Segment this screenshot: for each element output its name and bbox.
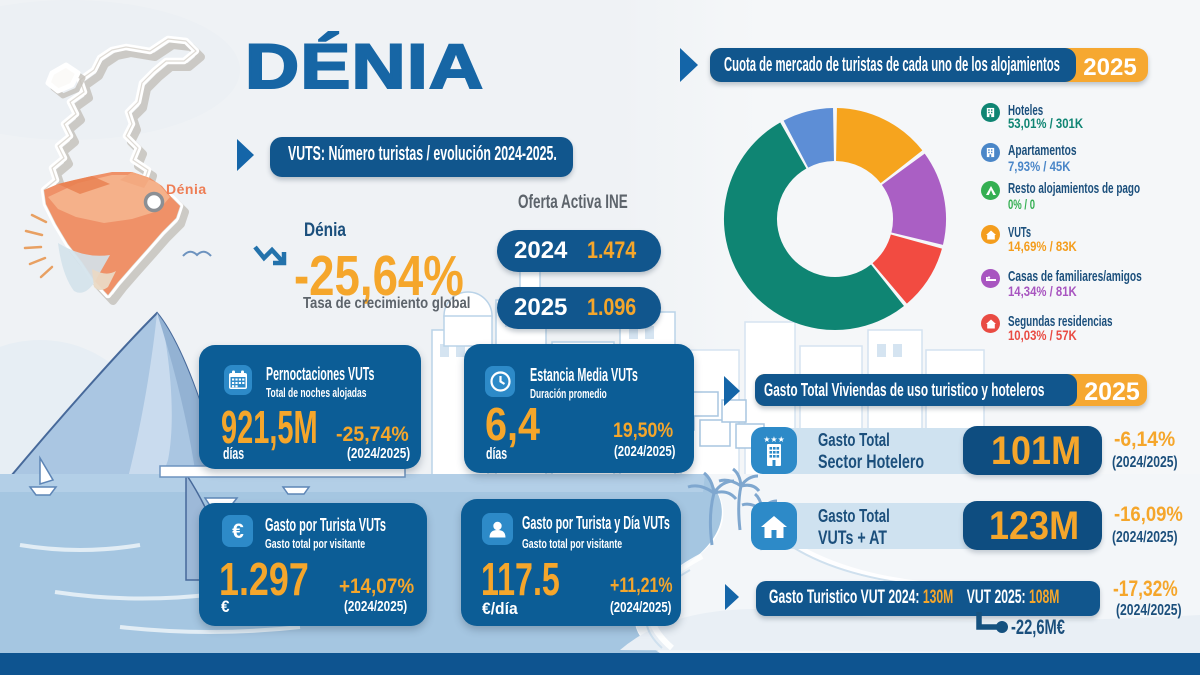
svg-text:€: € xyxy=(232,520,244,543)
svg-text:★★★: ★★★ xyxy=(763,435,785,444)
